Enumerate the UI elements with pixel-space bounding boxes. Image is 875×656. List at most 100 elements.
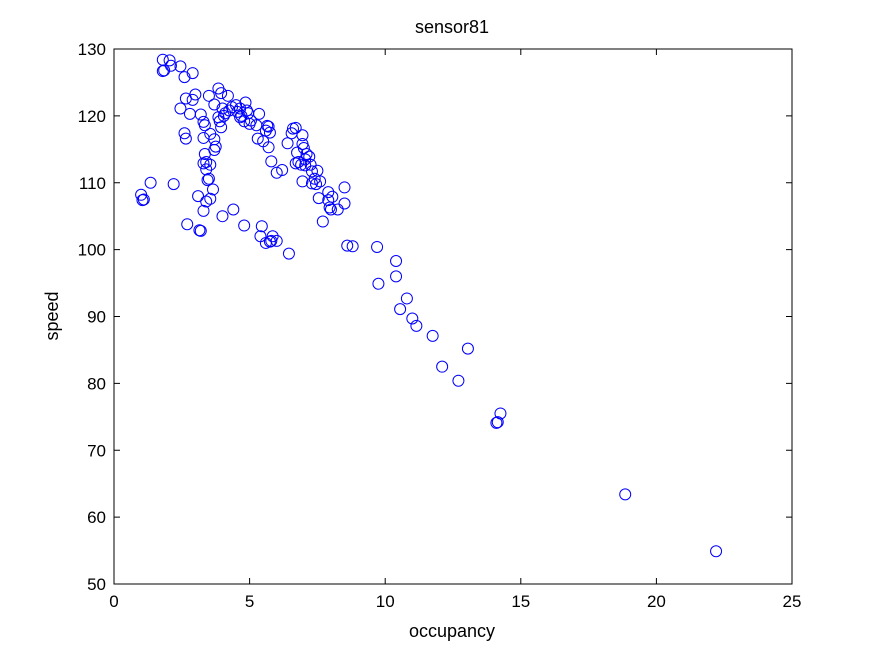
y-tick-label: 120	[78, 107, 106, 126]
data-point	[167, 178, 180, 191]
data-point	[461, 342, 474, 355]
data-point	[304, 158, 317, 171]
data-point	[310, 178, 323, 191]
x-tick-label: 10	[376, 592, 395, 611]
data-point	[452, 374, 465, 387]
data-point	[178, 127, 191, 140]
data-point	[197, 204, 210, 217]
data-point	[219, 107, 232, 120]
data-point	[491, 416, 504, 429]
data-point	[390, 270, 403, 283]
data-point	[426, 329, 439, 342]
data-point	[305, 165, 318, 178]
y-tick-label: 80	[87, 374, 106, 393]
data-point	[186, 93, 199, 106]
data-point	[371, 240, 384, 253]
data-point	[202, 89, 215, 102]
data-point	[262, 141, 275, 154]
data-point	[400, 292, 413, 305]
data-point	[263, 126, 276, 139]
data-point	[174, 102, 187, 115]
y-tick-label: 60	[87, 508, 106, 527]
data-point	[316, 215, 329, 228]
data-point	[265, 155, 278, 168]
data-point	[346, 240, 359, 253]
data-point	[200, 156, 213, 169]
data-point	[215, 121, 228, 134]
data-point	[324, 203, 337, 216]
data-point	[322, 194, 335, 207]
data-point	[163, 54, 176, 67]
chart-title: sensor81	[415, 17, 489, 37]
data-point	[296, 175, 309, 188]
data-point	[204, 192, 217, 205]
data-point	[230, 99, 243, 112]
data-point	[312, 192, 325, 205]
data-point	[208, 143, 221, 156]
y-tick-label: 70	[87, 441, 106, 460]
y-tick-label: 90	[87, 308, 106, 327]
data-point	[164, 59, 177, 72]
data-point	[181, 218, 194, 231]
data-points	[135, 53, 723, 558]
data-point	[300, 147, 313, 160]
data-point	[266, 230, 279, 243]
data-point	[255, 220, 268, 233]
data-point	[234, 111, 247, 124]
data-point	[194, 224, 207, 237]
data-point	[202, 172, 215, 185]
data-point	[276, 164, 289, 177]
data-point	[200, 195, 213, 208]
y-tick-label: 130	[78, 40, 106, 59]
data-point	[197, 157, 210, 170]
data-point	[251, 132, 264, 145]
data-point	[270, 166, 283, 179]
data-point	[494, 407, 507, 420]
data-point	[619, 488, 632, 501]
data-point	[265, 234, 278, 247]
data-point	[292, 156, 305, 169]
data-point	[326, 190, 339, 203]
y-tick-label: 50	[87, 575, 106, 594]
data-point	[322, 186, 335, 199]
data-point	[282, 247, 295, 260]
data-point	[289, 121, 302, 134]
data-point	[189, 88, 202, 101]
data-point	[410, 319, 423, 332]
y-tick-label: 110	[79, 174, 106, 193]
data-point	[710, 545, 723, 558]
data-point	[206, 183, 219, 196]
data-point	[308, 172, 321, 185]
data-point	[341, 239, 354, 252]
x-tick-label: 0	[109, 592, 118, 611]
data-point	[158, 64, 171, 77]
x-tick-label: 5	[245, 592, 254, 611]
data-point	[174, 60, 187, 73]
axes: 0 5 10 15 20 25 50 60 70 80 90 100 110 120 130	[78, 40, 802, 611]
data-point	[303, 150, 316, 163]
data-point	[204, 158, 217, 171]
data-point	[296, 129, 309, 142]
data-point	[314, 175, 327, 188]
data-point	[178, 71, 191, 84]
data-point	[227, 203, 240, 216]
data-point	[262, 120, 275, 133]
data-point	[270, 234, 283, 247]
data-point	[372, 277, 385, 290]
x-tick-label: 25	[783, 592, 802, 611]
x-tick-label: 20	[647, 592, 666, 611]
data-point	[201, 174, 214, 187]
x-tick-label: 15	[511, 592, 530, 611]
data-point	[238, 219, 251, 232]
y-tick-label: 100	[78, 241, 106, 260]
data-point	[297, 141, 310, 154]
data-point	[331, 203, 344, 216]
data-point	[179, 132, 192, 145]
data-point	[253, 107, 266, 120]
data-point	[390, 254, 403, 267]
data-point	[198, 119, 211, 132]
y-axis-label: speed	[42, 291, 62, 340]
data-point	[406, 312, 419, 325]
